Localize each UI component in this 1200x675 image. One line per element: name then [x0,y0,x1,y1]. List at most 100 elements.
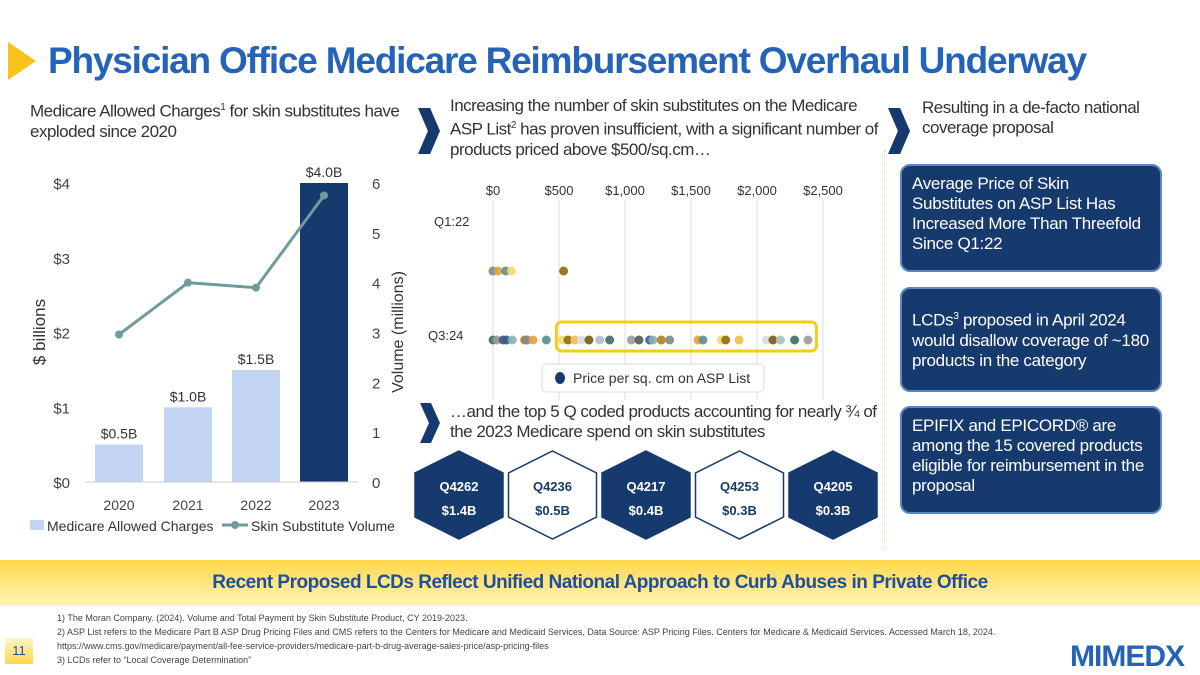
y-axis-label: $ billions [30,299,49,365]
product-spend: $1.4B [442,503,477,518]
t: LCDs [912,310,954,330]
chevron-icon [418,108,440,154]
product-hexagon [694,450,785,540]
y2-tick-label: 3 [372,326,380,343]
product-hexagon [507,450,598,540]
price-dot [563,335,573,345]
price-dot [775,335,785,345]
price-dot [761,335,771,345]
volume-point [115,330,123,339]
bar [95,444,143,482]
price-dot [698,335,708,345]
product-code: Q4217 [626,479,665,494]
col2-heading: Increasing the number of skin substitute… [450,96,882,160]
price-dot [541,335,551,345]
t: Increasing the number of skin substitute… [450,96,858,139]
t2: for skin substitutes have exploded since… [30,101,400,141]
sup: 1 [220,102,226,113]
legend-swatch-bar [30,520,44,530]
category-label: Q1:22 [434,214,469,229]
volume-point [252,283,260,292]
x-tick-label: 2021 [172,497,203,513]
price-dot [790,335,800,345]
y2-tick-label: 2 [372,375,380,392]
chevron-icon [420,403,440,443]
product-code: Q4262 [439,479,478,494]
price-dot [576,335,586,345]
x-tick-label: $500 [545,183,574,198]
price-dot [803,335,813,345]
product-hexagon [601,450,691,540]
bar-data-label: $4.0B [306,164,343,180]
x-tick-label: $1,000 [605,183,645,198]
price-dot [595,335,605,345]
bar-data-label: $1.5B [238,351,275,367]
footnote: 3) LCDs refer to “Local Coverage Determi… [57,655,252,665]
footnote: 1) The Moran Company. (2024). Volume and… [57,613,468,623]
x-tick-label: 2023 [308,497,339,513]
y2-tick-label: 6 [372,176,380,193]
charges-volume-chart: $0 $1 $2 $3 $4 0 1 2 3 4 5 6 $ billions Volume (milli… [30,164,407,534]
legend-label: Price per sq. cm on ASP List [573,370,750,386]
highlight-box [554,320,818,353]
y2-axis-label: Volume (millions) [390,271,407,393]
legend-label: Medicare Allowed Charges [47,518,214,534]
y2-tick-label: 1 [372,425,380,442]
x-tick-label: 2020 [103,497,134,513]
divider [884,150,886,550]
price-dot [665,335,675,345]
product-spend: $0.5B [535,503,570,518]
col1-heading: Medicare Allowed Charges1 for skin subst… [30,98,415,142]
price-dot [507,335,517,345]
bar-data-label: $0.5B [101,426,138,442]
top5-products: Q4262 $1.4B Q4236 $0.5B Q4217 $0.4B Q4253 $0.3B… [414,450,878,540]
price-dot [721,335,731,345]
t2: has proven insufficient, with a signific… [450,119,878,159]
price-dot [734,335,744,345]
legend-label: Skin Substitute Volume [251,518,395,534]
product-spend: $0.3B [722,503,757,518]
x-tick-label: $2,000 [737,183,777,198]
price-dot [570,335,580,345]
product-code: Q4253 [720,479,759,494]
price-dot [506,266,516,276]
t2: proposed in April 2024 would disallow co… [912,310,1149,370]
y2-tick-label: 4 [372,276,380,293]
legend-swatch-point [231,521,239,529]
product-hexagon [414,450,504,540]
product-code: Q4205 [813,479,852,494]
y-tick-label: $2 [53,326,70,343]
footnote-link[interactable]: https://www.cms.gov/medicare/payment/all… [57,641,549,651]
page-number: 11 [5,638,33,664]
bar-data-label: $1.0B [170,388,207,404]
x-tick-label: $0 [486,183,500,198]
info-box-epifix: EPIFIX and EPICORD® are among the 15 cov… [900,406,1162,514]
product-code: Q4236 [533,479,572,494]
y-tick-label: $1 [53,400,70,417]
bar [164,407,212,482]
y-tick-label: $4 [53,176,70,193]
y2-tick-label: 5 [372,226,380,243]
price-dot [493,266,503,276]
sup: 3 [953,311,959,322]
y2-tick-label: 0 [372,475,380,492]
x-tick-label: $1,500 [671,183,711,198]
price-dot [626,335,636,345]
chevron-icon [888,108,910,154]
y-tick-label: $0 [53,475,70,492]
info-box-price-increase: Average Price of Skin Substitutes on ASP… [900,164,1162,272]
x-tick-label: $2,500 [803,183,843,198]
category-label: Q3:24 [428,328,463,343]
price-dot [605,335,615,345]
top5-heading: …and the top 5 Q coded products accounti… [450,402,877,441]
mimedx-logo: MIMEDX [1070,640,1185,673]
bar [232,369,280,482]
price-dot [634,335,644,345]
bar [300,183,348,482]
product-spend: $0.3B [816,503,851,518]
volume-line [118,194,326,336]
page-title: Physician Office Medicare Reimbursement … [48,40,1087,81]
col3-heading: Resulting in a de-facto national coverag… [922,98,1140,137]
price-dot [584,335,594,345]
price-dot [768,335,778,345]
